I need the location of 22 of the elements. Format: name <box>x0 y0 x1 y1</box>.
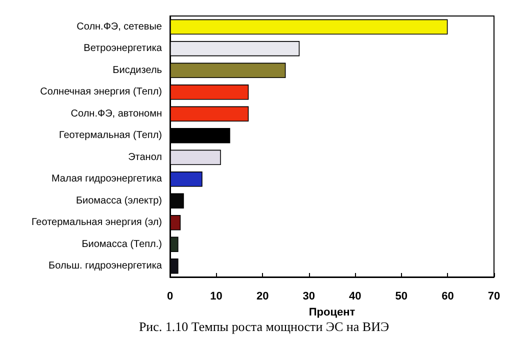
y-tick-label: Биомасса (электр) <box>76 195 162 206</box>
text: Рис. 1.10 Темпы роста мощности ЭС на ВИЭ <box>138 319 390 334</box>
x-tick-label: 30 <box>302 290 315 302</box>
y-tick-label: Солн.ФЭ, автономн <box>70 108 162 120</box>
x-tick-label: 10 <box>210 290 222 302</box>
x-tick-label: 40 <box>349 290 362 302</box>
y-tick-label: Солнечная энергия (Тепл) <box>40 86 162 98</box>
x-tick-label: 70 <box>488 290 500 302</box>
y-tick-label: Биомасса (Тепл.) <box>82 238 162 250</box>
y-tick-label: Бисдизель <box>112 64 162 76</box>
y-tick-label: Солн.ФЭ, сетевые <box>76 21 162 32</box>
x-tick-label: 0 <box>166 290 174 302</box>
y-tick-label: Геотермальная энергия (эл) <box>31 217 162 228</box>
y-tick-label: Геотермальная (Тепл) <box>58 130 162 142</box>
y-tick-label: Ветроэнергетика <box>84 43 162 54</box>
x-axis-title: Процент <box>308 306 356 318</box>
y-tick-label: Этанол <box>128 152 162 163</box>
x-tick-label: 20 <box>256 290 269 302</box>
y-tick-label: Малая гидроэнергетика <box>51 174 162 185</box>
x-tick-label: 50 <box>395 290 408 302</box>
x-tick-label: 60 <box>442 290 454 302</box>
y-tick-label: Больш. гидроэнергетика <box>48 260 162 272</box>
